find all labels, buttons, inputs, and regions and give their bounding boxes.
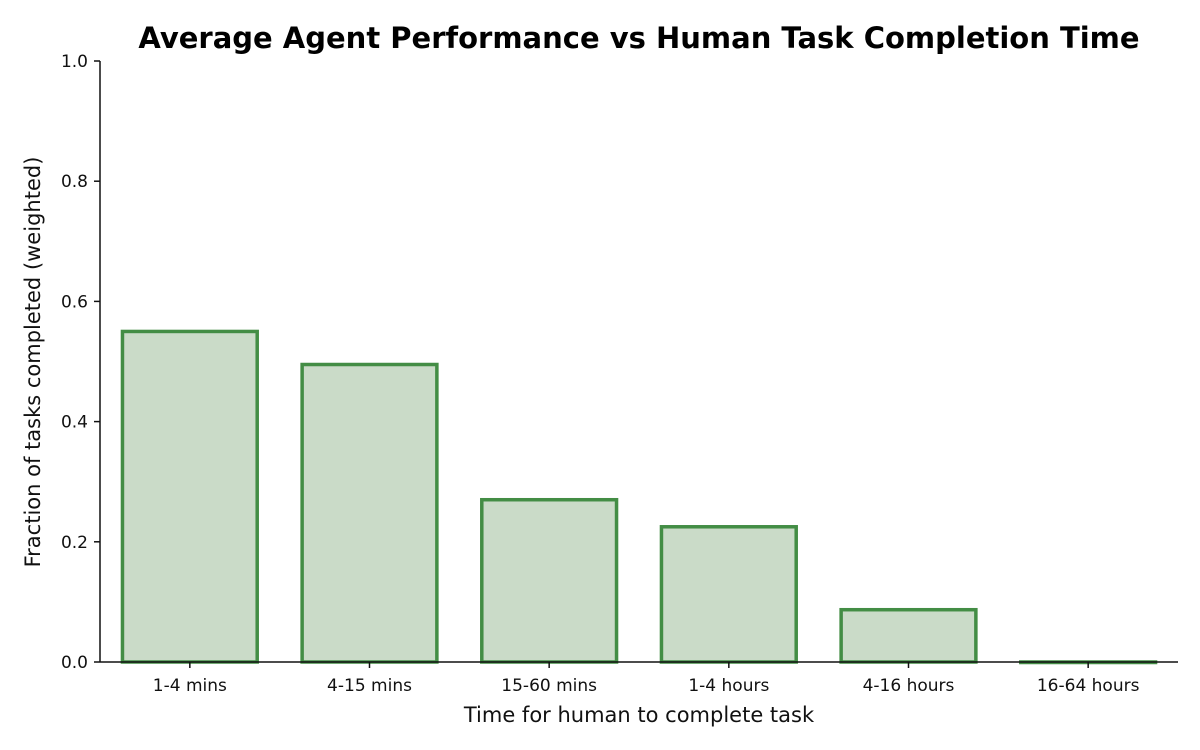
x-tick-label: 15-60 mins xyxy=(501,676,597,696)
x-axis-label: Time for human to complete task xyxy=(463,703,815,727)
x-tick-label: 4-16 hours xyxy=(863,676,955,696)
y-tick-label: 0.8 xyxy=(61,172,88,192)
x-tick-label: 4-15 mins xyxy=(327,676,412,696)
x-ticks-group: 1-4 mins 4-15 mins 15-60 mins 1-4 hours 4-16… xyxy=(153,662,1140,696)
y-tick-label: 0.4 xyxy=(61,413,88,433)
bar-1 xyxy=(120,329,259,664)
chart-title: Average Agent Performance vs Human Task … xyxy=(138,21,1139,55)
y-tick-label: 0.6 xyxy=(61,292,88,312)
y-ticks-group: 0.0 0.2 0.4 0.6 0.8 1.0 xyxy=(61,52,100,673)
x-tick-label: 1-4 mins xyxy=(153,676,227,696)
y-tick-label: 1.0 xyxy=(61,52,88,72)
x-tick-label: 16-64 hours xyxy=(1037,676,1140,696)
y-tick-label: 0.0 xyxy=(61,653,88,673)
bars-group xyxy=(120,329,1158,665)
bar-4 xyxy=(659,525,798,664)
bar-5 xyxy=(839,607,978,664)
y-axis-label: Fraction of tasks completed (weighted) xyxy=(21,157,45,568)
x-tick-label: 1-4 hours xyxy=(688,676,769,696)
y-tick-label: 0.2 xyxy=(61,533,88,553)
bar-2 xyxy=(300,362,439,664)
bar-3 xyxy=(480,497,619,664)
